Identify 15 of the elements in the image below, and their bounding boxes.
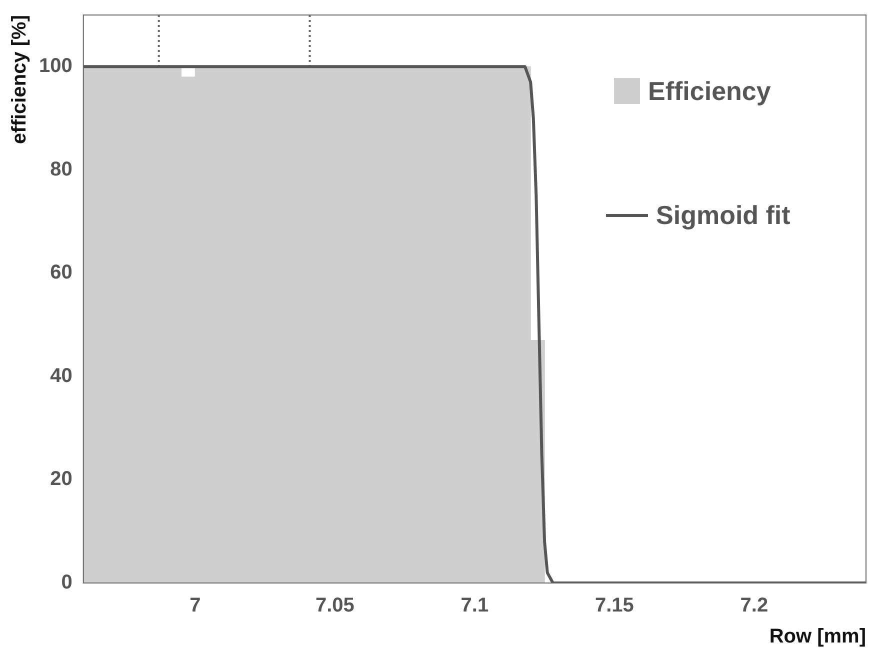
x-tick-label: 7.2 (740, 594, 768, 617)
y-tick-label: 0 (61, 572, 72, 594)
y-tick-label: 60 (50, 262, 72, 284)
legend-label: Sigmoid fit (656, 200, 790, 230)
y-tick-label: 40 (50, 364, 72, 387)
x-axis-title: Row [mm] (769, 626, 866, 648)
y-tick-label: 20 (50, 468, 72, 490)
x-tick-label: 7.05 (315, 594, 354, 617)
y-tick-label: 80 (50, 158, 72, 180)
y-axis-title: efficiency [%] (8, 15, 31, 144)
x-tick-label: 7.1 (460, 594, 489, 617)
y-tick-label: 100 (38, 55, 72, 78)
x-tick-label: 7.15 (594, 594, 634, 617)
x-tick-label: 7 (190, 594, 201, 617)
legend-label: Efficiency (648, 76, 771, 106)
